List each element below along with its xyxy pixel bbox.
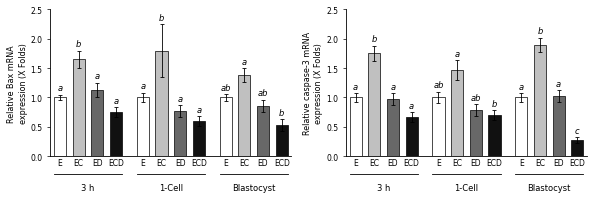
Text: a: a (454, 49, 460, 58)
Text: a: a (353, 83, 358, 92)
Text: b: b (538, 27, 543, 36)
Bar (220, 98, 232, 156)
Text: a: a (519, 83, 524, 92)
Text: a: a (556, 80, 561, 89)
Bar (174, 111, 187, 156)
Text: 3 h: 3 h (377, 183, 390, 192)
Text: a: a (140, 82, 146, 91)
Text: a: a (95, 72, 100, 81)
Bar (515, 98, 527, 156)
Text: b: b (372, 35, 377, 44)
Text: ab: ab (258, 89, 268, 98)
Bar (387, 100, 399, 156)
Text: a: a (242, 58, 247, 66)
Bar (534, 45, 546, 156)
Bar (137, 98, 149, 156)
Text: ab: ab (470, 93, 481, 102)
Bar (91, 90, 103, 156)
Bar (552, 97, 565, 156)
Bar (451, 71, 463, 156)
Bar (193, 121, 205, 156)
Text: a: a (178, 94, 183, 103)
Text: b: b (279, 108, 285, 117)
Text: a: a (196, 105, 201, 114)
Bar (349, 98, 362, 156)
Text: Blastocyst: Blastocyst (232, 183, 276, 192)
Text: a: a (390, 83, 396, 92)
Text: c: c (575, 126, 580, 135)
Text: b: b (159, 14, 164, 23)
Bar (257, 106, 269, 156)
Text: a: a (58, 84, 62, 93)
Text: a: a (113, 97, 119, 106)
Bar (406, 117, 418, 156)
Bar (110, 113, 122, 156)
Bar (156, 51, 168, 156)
Text: 1-Cell: 1-Cell (159, 183, 183, 192)
Bar (276, 125, 287, 156)
Text: ab: ab (433, 81, 444, 90)
Text: 1-Cell: 1-Cell (454, 183, 479, 192)
Bar (238, 76, 251, 156)
Text: Blastocyst: Blastocyst (527, 183, 571, 192)
Text: b: b (76, 40, 81, 49)
Y-axis label: Relative Bax mRNA
expression (X Folds): Relative Bax mRNA expression (X Folds) (7, 43, 28, 124)
Text: a: a (409, 101, 414, 110)
Text: 3 h: 3 h (81, 183, 94, 192)
Text: ab: ab (220, 83, 231, 92)
Bar (432, 98, 444, 156)
Bar (488, 116, 501, 156)
Bar (470, 110, 482, 156)
Bar (72, 60, 85, 156)
Text: b: b (492, 100, 497, 109)
Bar (54, 98, 66, 156)
Y-axis label: Relative caspase-3 mRNA
expression (X Folds): Relative caspase-3 mRNA expression (X Fo… (302, 32, 323, 135)
Bar (368, 54, 380, 156)
Bar (571, 141, 583, 156)
